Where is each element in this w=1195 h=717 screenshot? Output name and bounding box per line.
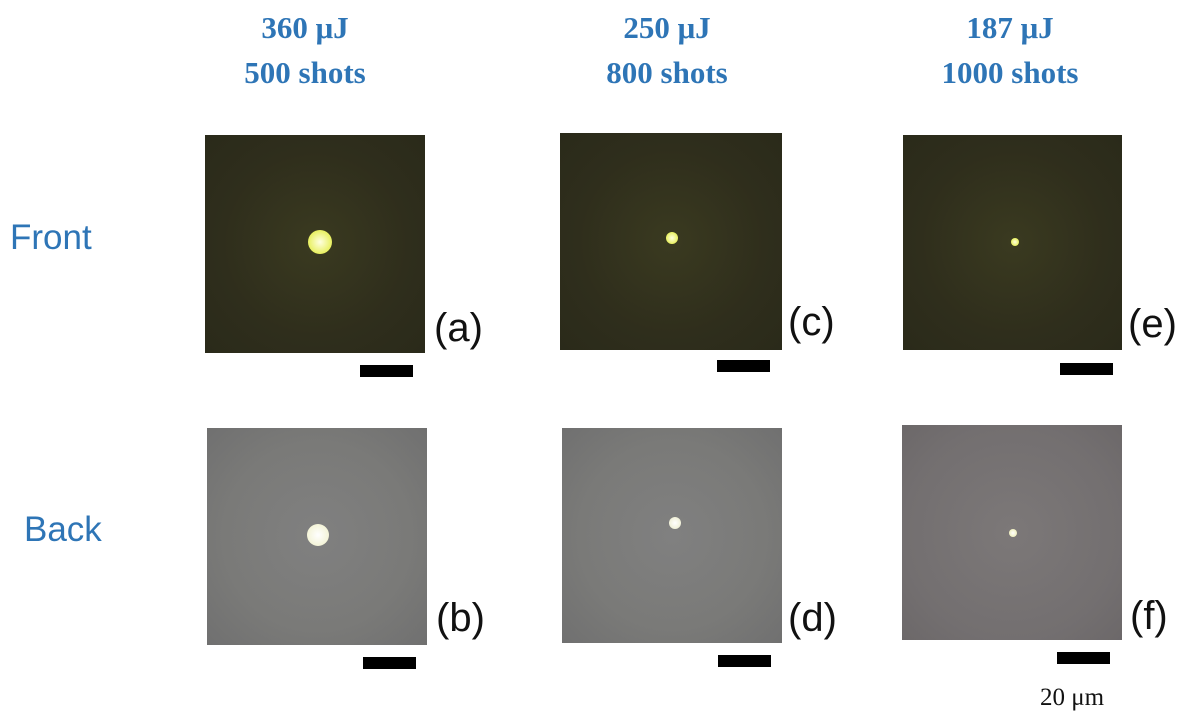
spot (1011, 238, 1019, 246)
spot (669, 517, 681, 529)
row-label: Back (24, 510, 102, 550)
column-shots: 500 shots (185, 55, 425, 91)
panel-label: (d) (788, 596, 837, 641)
scale-bar (363, 657, 416, 669)
panel-label: (b) (436, 596, 485, 641)
spot (666, 232, 678, 244)
column-energy: 187 μJ (890, 10, 1130, 46)
panel-label: (e) (1128, 302, 1177, 347)
micrograph (903, 135, 1122, 350)
scale-bar (718, 655, 771, 667)
micrograph (205, 135, 425, 353)
micrograph (902, 425, 1122, 640)
micrograph (562, 428, 782, 643)
row-label: Front (10, 218, 92, 258)
column-shots: 800 shots (547, 55, 787, 91)
micrograph (560, 133, 782, 350)
column-energy: 360 μJ (185, 10, 425, 46)
column-shots: 1000 shots (890, 55, 1130, 91)
panel-label: (a) (434, 306, 483, 351)
scale-bar (1057, 652, 1110, 664)
micrograph (207, 428, 427, 645)
column-energy: 250 μJ (547, 10, 787, 46)
panel-label: (c) (788, 300, 835, 345)
figure: 360 μJ 500 shots 250 μJ 800 shots 187 μJ… (0, 0, 1195, 717)
spot (308, 230, 332, 254)
scale-bar-label: 20 μm (1040, 684, 1104, 712)
spot (1009, 529, 1017, 537)
panel-label: (f) (1130, 594, 1168, 639)
scale-bar (360, 365, 413, 377)
scale-bar (717, 360, 770, 372)
spot (307, 524, 329, 546)
scale-bar (1060, 363, 1113, 375)
